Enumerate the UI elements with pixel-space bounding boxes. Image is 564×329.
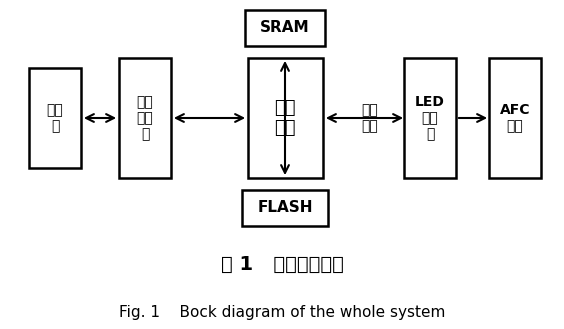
Text: LED
显示
屏: LED 显示 屏 <box>415 95 445 141</box>
Text: 驱动
电路: 驱动 电路 <box>362 103 378 133</box>
Text: 图 1   系统总体框图: 图 1 系统总体框图 <box>221 255 343 274</box>
Bar <box>248 58 323 178</box>
Text: SRAM: SRAM <box>260 20 310 36</box>
Bar <box>242 190 328 226</box>
Bar <box>404 58 456 178</box>
Bar <box>245 10 325 46</box>
Bar <box>119 58 171 178</box>
Text: 微处
理器: 微处 理器 <box>274 99 296 138</box>
Text: 以太
网接
口: 以太 网接 口 <box>136 95 153 141</box>
Text: Fig. 1    Bock diagram of the whole system: Fig. 1 Bock diagram of the whole system <box>119 306 445 320</box>
Text: FLASH: FLASH <box>257 200 313 215</box>
Text: AFC
系统: AFC 系统 <box>500 103 530 133</box>
Bar <box>29 68 81 168</box>
Bar <box>489 58 541 178</box>
Text: 上位
机: 上位 机 <box>47 103 63 133</box>
